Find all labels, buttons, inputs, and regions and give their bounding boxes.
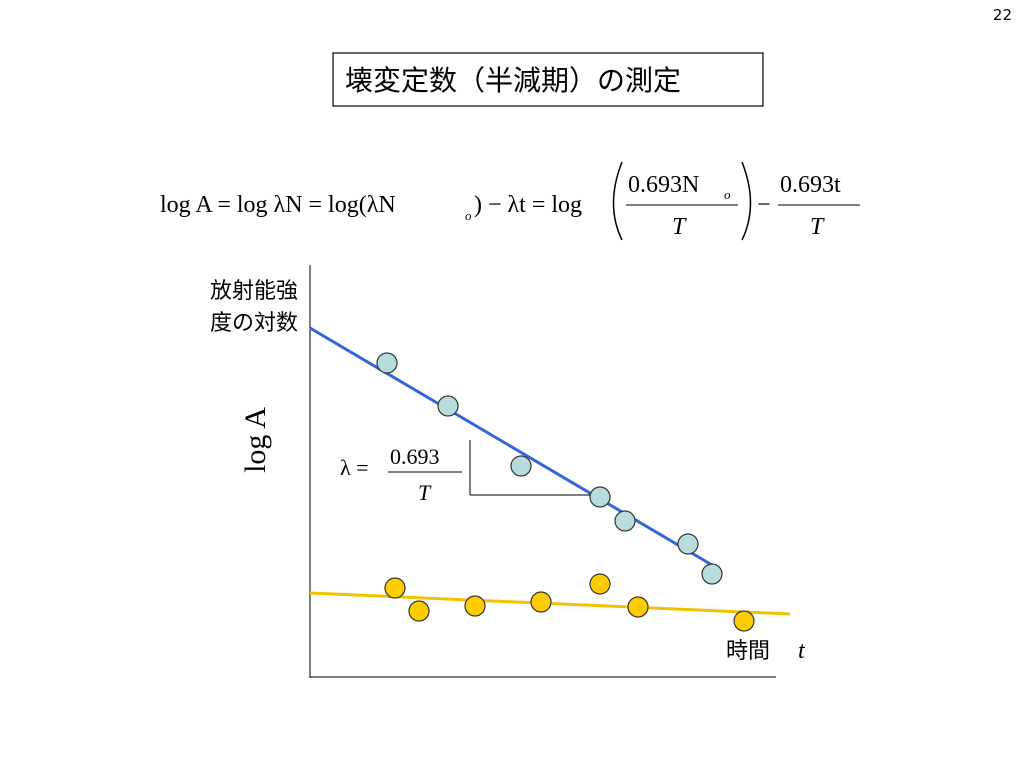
lambda-numerator: 0.693 xyxy=(390,444,440,469)
x-symbol: t xyxy=(798,638,806,664)
y-label: 放射能強 xyxy=(210,279,298,304)
lambda-denominator: T xyxy=(418,480,432,505)
equation-denominator: T xyxy=(810,214,825,240)
decay-point xyxy=(701,563,723,585)
equation-numerator: 0.693N xyxy=(628,172,699,198)
equation-subscript: o xyxy=(465,208,472,223)
background-point xyxy=(384,577,406,599)
y-axis-symbol: log A xyxy=(239,407,272,473)
title-box xyxy=(332,52,764,107)
paren xyxy=(612,161,623,241)
equation-numerator: 0.693t xyxy=(780,172,841,198)
decay-point xyxy=(589,486,611,508)
decay-point xyxy=(376,352,398,374)
background-point xyxy=(589,573,611,595)
background-point xyxy=(408,600,430,622)
decay-point xyxy=(510,455,532,477)
decay-point xyxy=(677,533,699,555)
y-label: 度の対数 xyxy=(210,311,298,336)
decay-point xyxy=(614,510,636,532)
background-point xyxy=(733,610,755,632)
equation: log A = log λN = log(λN o ) − λt = log 0… xyxy=(160,161,860,241)
slide-title: 壊変定数（半減期）の測定 xyxy=(345,64,681,97)
equation-part: log A = log λN = log(λN xyxy=(160,192,396,218)
background-point xyxy=(464,595,486,617)
equation-part: ) − λt = log xyxy=(474,192,582,218)
page-number: 22 xyxy=(993,6,1012,24)
decay-point xyxy=(437,395,459,417)
lambda-lhs: λ = xyxy=(340,455,369,480)
x-label: 時間 xyxy=(726,639,770,664)
equation-subscript: o xyxy=(724,187,731,202)
background-point xyxy=(627,596,649,618)
background-point xyxy=(530,591,552,613)
equation-denominator: T xyxy=(672,214,687,240)
paren xyxy=(741,161,752,241)
decay-line xyxy=(309,326,713,567)
equation-minus: − xyxy=(757,192,771,218)
